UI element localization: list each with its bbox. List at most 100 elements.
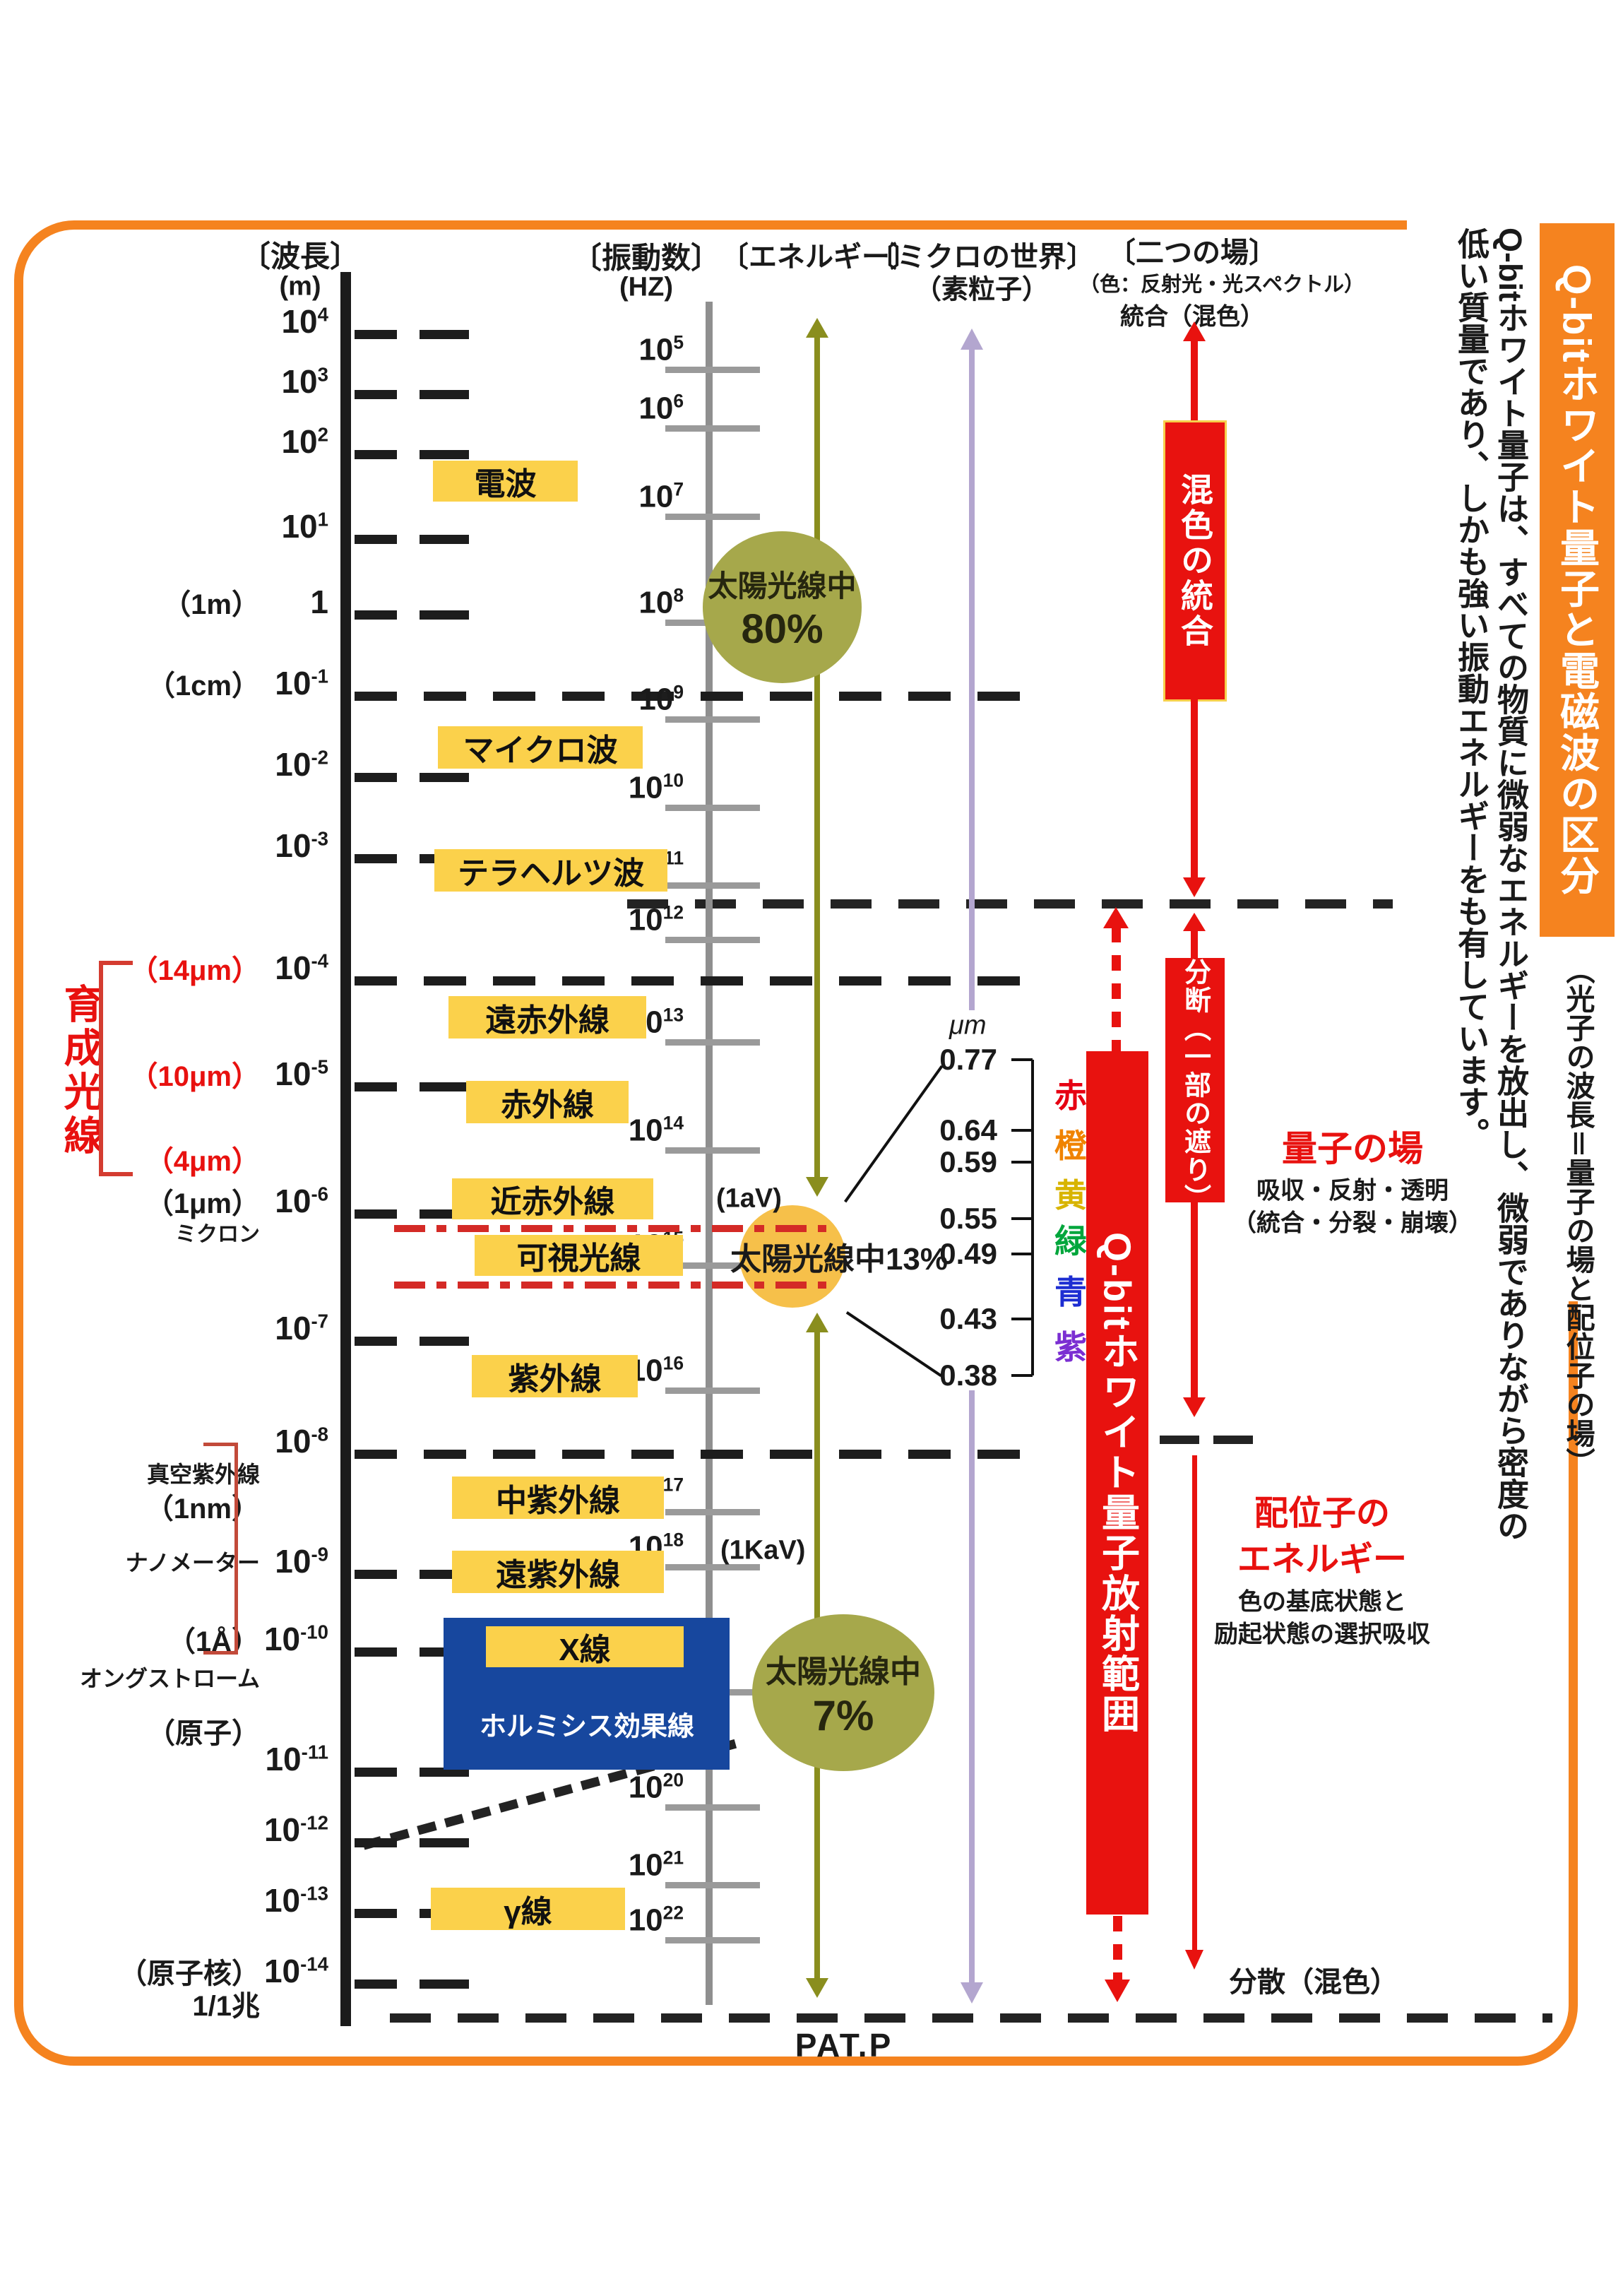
frequency-tick [665, 805, 760, 811]
energy-arrow-line-top [814, 336, 820, 1178]
band-label: 遠紫外線 [452, 1551, 664, 1593]
qbit-dotted-line-bottom [1113, 1916, 1122, 1980]
wavelength-tick [355, 330, 469, 339]
quantum-field-title: 量子の場 [1282, 1129, 1423, 1168]
frequency-label: 106 [638, 390, 684, 426]
wavelength-tick [355, 1082, 469, 1091]
growth-ray-label: 育成光線 [59, 983, 103, 1159]
frequency-tick [665, 937, 760, 943]
frequency-label: 109 [638, 681, 684, 717]
wavelength-tick [355, 1768, 469, 1777]
frequency-tick [665, 1804, 760, 1811]
band-label: γ線 [431, 1888, 625, 1930]
wavelength-label: 10-11 [265, 1741, 328, 1777]
wavelength-tick [355, 1570, 469, 1579]
frequency-tick [665, 367, 760, 373]
wavelength-annotation: ミクロン [175, 1223, 260, 1246]
band-label: 可視光線 [475, 1235, 683, 1276]
vacuum-uv-bracket-top [203, 1443, 238, 1446]
wavelength-label: 10-6 [275, 1183, 328, 1219]
qbit-bar: Q-bitホワイト量子放射範囲 [1086, 1051, 1148, 1915]
band-label: テラヘルツ波 [434, 849, 667, 892]
sun-7-label: 太陽光線中 [766, 1654, 921, 1689]
wavelength-tick [355, 390, 469, 399]
ev-label: (1aV) [716, 1183, 782, 1214]
quantum-field-line2: （統合・分裂・崩壊） [1232, 1209, 1473, 1237]
frequency-tick [665, 1937, 760, 1943]
wavelength-annotation: （10μm） [129, 1061, 260, 1092]
wavelength-label: 101 [281, 508, 328, 545]
ligand-line1: 色の基底状態と [1238, 1588, 1406, 1616]
vacuum-uv-bracket-bottom [203, 1651, 238, 1655]
frequency-tick [665, 514, 760, 520]
divide-arrow-down-icon [1183, 1397, 1206, 1417]
sun-13-text: 太陽光線中13% [730, 1242, 949, 1277]
micro-arrow-up-icon [961, 329, 983, 350]
frequency-tick [665, 1262, 760, 1269]
frequency-tick [665, 1039, 760, 1046]
vis-wavelength-value: 0.49 [939, 1237, 997, 1270]
dispersion-label: 分散（混色） [1229, 1967, 1398, 1998]
header-frequency-unit: (HZ) [619, 272, 673, 302]
frequency-label: 108 [638, 584, 684, 620]
vis-bracket-tick [1011, 1253, 1033, 1255]
wavelength-label: 10-3 [275, 827, 328, 864]
header-energy: 〔エネルギー〕 [720, 242, 918, 273]
divide-bar: 分断（一部の遮り） [1165, 958, 1225, 1212]
frequency-tick [665, 1564, 760, 1570]
header-two-fields-sub: （色：反射光・光スペクトル） [1079, 273, 1365, 296]
band-label: 電波 [433, 461, 578, 502]
band-label: 赤外線 [466, 1081, 629, 1123]
wavelength-label: 10-10 [263, 1621, 328, 1657]
energy-arrow-up-icon [806, 318, 828, 338]
merge-bar: 混色の統合 [1163, 420, 1227, 702]
quantum-field-line1: 吸収・反射・透明 [1256, 1177, 1449, 1205]
frequency-tick [665, 716, 760, 723]
vis-color-char: 黄 [1054, 1177, 1087, 1214]
wavelength-annotation: 真空紫外線 [146, 1462, 260, 1487]
wavelength-label: 10-13 [263, 1882, 328, 1919]
vis-color-char: 青 [1054, 1274, 1087, 1310]
wavelength-annotation: （14μm） [129, 955, 260, 986]
growth-ray-bracket [99, 961, 103, 1176]
wavelength-annotation: （1m） [162, 589, 260, 620]
energy-arrow-down-mid-icon [806, 1177, 828, 1197]
frequency-tick [665, 1509, 760, 1515]
vis-color-char: 緑 [1054, 1223, 1087, 1260]
wavelength-tick [355, 1209, 469, 1219]
wavelength-label: 104 [281, 303, 328, 340]
vis-color-char: 紫 [1054, 1329, 1087, 1366]
wavelength-tick [355, 450, 469, 459]
vis-bracket-tick [1011, 1217, 1033, 1220]
wavelength-label: 10-9 [275, 1543, 328, 1580]
vis-wavelength-value: 0.77 [939, 1043, 997, 1076]
merge-bar-label: 混色の統合 [1177, 473, 1213, 649]
wavelength-annotation: 1/1兆 [192, 1991, 260, 2022]
wavelength-label: 10-8 [275, 1423, 328, 1460]
vis-bracket-tick [1011, 1161, 1033, 1164]
vis-unit-label: μm [949, 1010, 987, 1041]
ligand-arrow-down-icon [1185, 1950, 1203, 1970]
vis-bracket-tick [1011, 1129, 1033, 1132]
frequency-label: 1014 [628, 1112, 684, 1148]
wavelength-annotation: オングストローム [79, 1666, 260, 1691]
qbit-bar-label: Q-bitホワイト量子放射範囲 [1095, 1231, 1139, 1734]
vacuum-uv-bracket [234, 1443, 238, 1655]
sun-80-value: 80% [741, 605, 824, 652]
vis-bracket-tick [1011, 1318, 1033, 1320]
frequency-label: 1021 [628, 1847, 684, 1883]
divide-arrow-stem-top [1191, 930, 1198, 958]
vis-wavelength-value: 0.55 [939, 1202, 997, 1235]
qbit-dotted-down-icon [1105, 1980, 1130, 2002]
header-wavelength: 〔波長〕 [240, 239, 359, 273]
wavelength-tick [355, 535, 469, 544]
sun-80-circle: 太陽光線中 80% [703, 531, 862, 683]
title-banner-text: Q-bitホワイト量子と電磁波の区分 [1554, 264, 1600, 896]
wavelength-label: 10-4 [275, 949, 328, 986]
growth-ray-bracket-top [99, 961, 133, 965]
vis-bracket-line [1031, 1060, 1034, 1375]
header-wavelength-unit: (m) [279, 271, 321, 302]
wavelength-label: 10-2 [275, 746, 328, 783]
frequency-label: 1010 [628, 769, 684, 805]
sun-80-label: 太陽光線中 [708, 569, 857, 603]
